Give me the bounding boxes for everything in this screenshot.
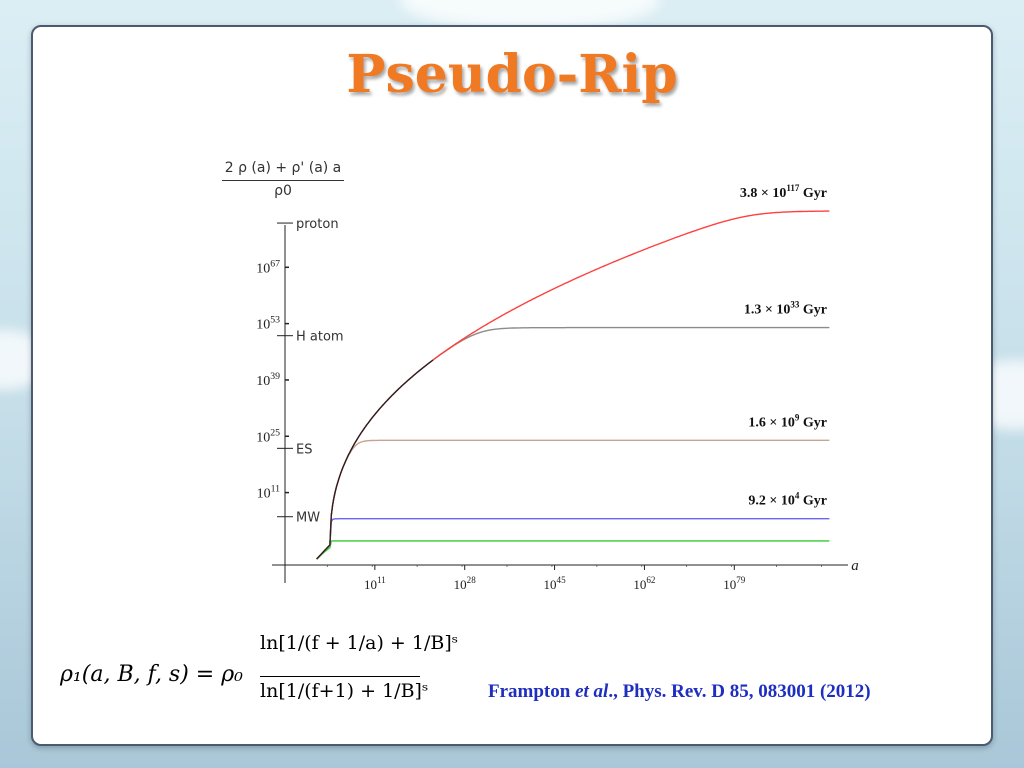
series-line bbox=[316, 326, 830, 560]
citation[interactable]: Frampton et al., Phys. Rev. D 85, 083001… bbox=[488, 681, 871, 703]
slide-title: Pseudo-Rip bbox=[346, 44, 678, 105]
x-tick-label: 1079 bbox=[723, 575, 746, 592]
x-tick-label: 1045 bbox=[544, 575, 567, 592]
series-line bbox=[316, 540, 830, 560]
reference-label: H atom bbox=[296, 330, 344, 345]
reference-label: proton bbox=[296, 217, 339, 232]
series-label: 1.6 × 109 Gyr bbox=[748, 412, 827, 430]
series-line bbox=[316, 439, 830, 560]
citation-reference: ., Phys. Rev. D 85, 083001 (2012) bbox=[608, 681, 871, 702]
y-tick-label: 1053 bbox=[256, 315, 280, 333]
citation-etal: et al bbox=[575, 681, 609, 702]
y-axis-label-numerator: 2 ρ (a) + ρ' (a) a bbox=[224, 160, 342, 176]
y-axis-label-denominator: ρ0 bbox=[274, 183, 292, 199]
formula-numerator: ln[1/(f + 1/a) + 1/B]ˢ bbox=[260, 632, 459, 654]
series-label: 9.2 × 104 Gyr bbox=[748, 491, 827, 509]
reference-label: MW bbox=[296, 511, 320, 526]
x-tick-label: 1062 bbox=[633, 575, 656, 592]
formula-fraction-bar bbox=[260, 676, 420, 677]
series-line bbox=[316, 518, 830, 560]
formula-lhs: ρ₁(a, B, f, s) = ρ₀ bbox=[60, 662, 243, 687]
x-tick-label: 1011 bbox=[364, 575, 386, 592]
y-tick-label: 1011 bbox=[257, 484, 281, 502]
x-tick-label: 1028 bbox=[454, 575, 477, 592]
y-tick-label: 1025 bbox=[256, 427, 280, 445]
series-shared-trunk bbox=[316, 359, 434, 560]
reference-label: ES bbox=[296, 442, 312, 457]
y-axis-label-fraction-bar bbox=[222, 180, 344, 181]
density-formula: ρ₁(a, B, f, s) = ρ₀ ln[1/(f + 1/a) + 1/B… bbox=[60, 630, 459, 720]
y-tick-label: 1039 bbox=[256, 371, 280, 389]
formula-denominator: ln[1/(f+1) + 1/B]ˢ bbox=[260, 680, 429, 702]
x-axis-label: a bbox=[851, 558, 859, 574]
series-label: 3.8 × 10117 Gyr bbox=[740, 183, 827, 201]
y-axis-label: 2 ρ (a) + ρ' (a) a ρ0 bbox=[222, 160, 344, 199]
slide-frame bbox=[31, 25, 993, 746]
y-tick-label: 1067 bbox=[256, 258, 280, 276]
citation-author: Frampton bbox=[488, 681, 576, 702]
series-label: 1.3 × 1033 Gyr bbox=[744, 300, 827, 318]
